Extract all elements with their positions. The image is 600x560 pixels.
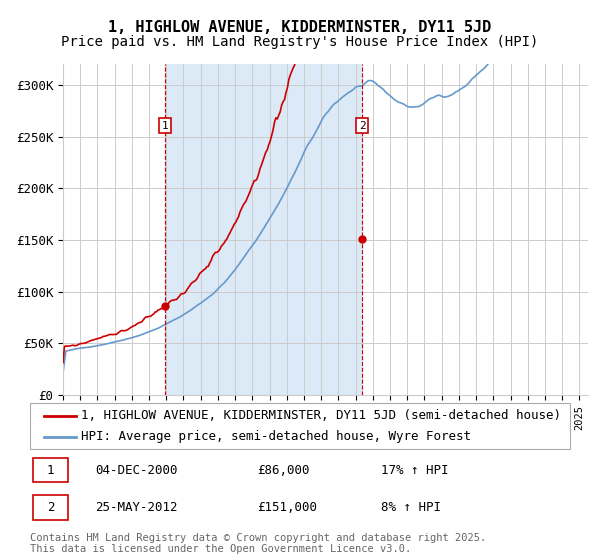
Text: 1, HIGHLOW AVENUE, KIDDERMINSTER, DY11 5JD: 1, HIGHLOW AVENUE, KIDDERMINSTER, DY11 5…	[109, 20, 491, 35]
Text: 25-MAY-2012: 25-MAY-2012	[95, 501, 178, 514]
Text: 04-DEC-2000: 04-DEC-2000	[95, 464, 178, 477]
Text: 2: 2	[359, 120, 366, 130]
Text: Contains HM Land Registry data © Crown copyright and database right 2025.
This d: Contains HM Land Registry data © Crown c…	[30, 533, 486, 554]
Text: 17% ↑ HPI: 17% ↑ HPI	[381, 464, 449, 477]
Text: 1, HIGHLOW AVENUE, KIDDERMINSTER, DY11 5JD (semi-detached house): 1, HIGHLOW AVENUE, KIDDERMINSTER, DY11 5…	[82, 409, 562, 422]
Text: Price paid vs. HM Land Registry's House Price Index (HPI): Price paid vs. HM Land Registry's House …	[61, 35, 539, 49]
Text: 1: 1	[161, 120, 168, 130]
Text: HPI: Average price, semi-detached house, Wyre Forest: HPI: Average price, semi-detached house,…	[82, 430, 472, 443]
Text: 1: 1	[47, 464, 54, 477]
Text: £151,000: £151,000	[257, 501, 317, 514]
Text: 2: 2	[47, 501, 54, 514]
Text: 8% ↑ HPI: 8% ↑ HPI	[381, 501, 441, 514]
Bar	[165, 64, 362, 395]
FancyBboxPatch shape	[30, 403, 570, 449]
Bar	[33, 458, 68, 482]
Text: £86,000: £86,000	[257, 464, 310, 477]
Bar	[33, 495, 68, 520]
